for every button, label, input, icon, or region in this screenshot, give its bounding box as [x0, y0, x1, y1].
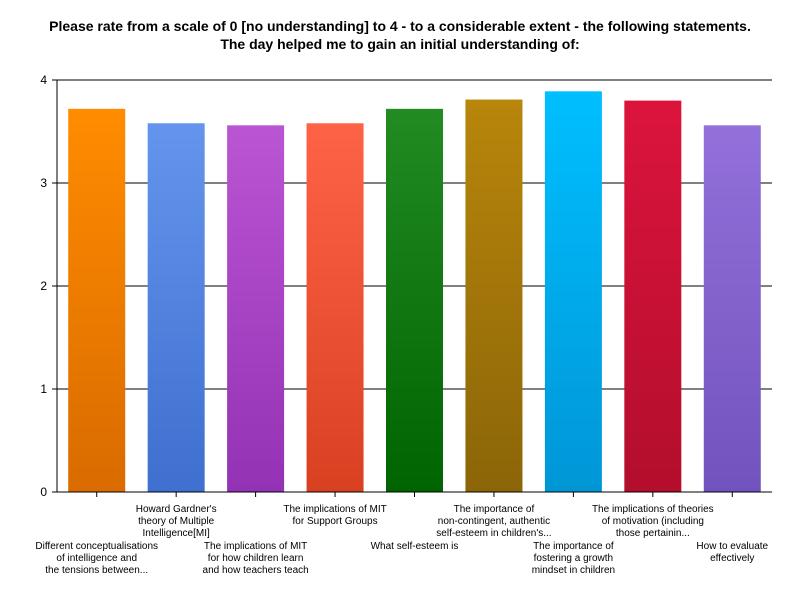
category-label: The importance of non-contingent, authent… — [436, 504, 551, 539]
bar — [306, 123, 364, 492]
axes: 0 1 2 3 4 — [40, 73, 772, 499]
bar — [227, 125, 285, 492]
y-tick-label: 0 — [40, 485, 47, 499]
bar — [386, 108, 443, 492]
category-label: The implications of MIT for how children … — [203, 541, 309, 576]
category-label: Howard Gardner's theory of Multiple Intell… — [136, 504, 217, 539]
category-label: The implications of MIT for Support Group… — [283, 504, 386, 527]
bars — [68, 91, 761, 492]
y-tick-label: 4 — [40, 73, 47, 87]
bar — [465, 99, 523, 492]
y-tick-label: 2 — [40, 279, 47, 293]
bar — [147, 123, 205, 492]
bar — [703, 125, 761, 492]
bar — [544, 91, 602, 492]
category-label: How to evaluate effectively — [696, 541, 768, 564]
category-labels: Different conceptualisations of intellige… — [35, 504, 768, 576]
category-label: What self-esteem is — [371, 541, 459, 552]
category-label: The implications of theories of motivatio… — [592, 504, 714, 539]
bar — [68, 108, 126, 492]
category-label: Different conceptualisations of intellige… — [35, 541, 158, 576]
y-tick-label: 3 — [40, 176, 47, 190]
category-label: The importance of fostering a growth minds… — [532, 541, 615, 576]
y-tick-label: 1 — [40, 382, 47, 396]
bar — [624, 100, 682, 492]
chart-title: Please rate from a scale of 0 [no unders… — [49, 18, 751, 52]
